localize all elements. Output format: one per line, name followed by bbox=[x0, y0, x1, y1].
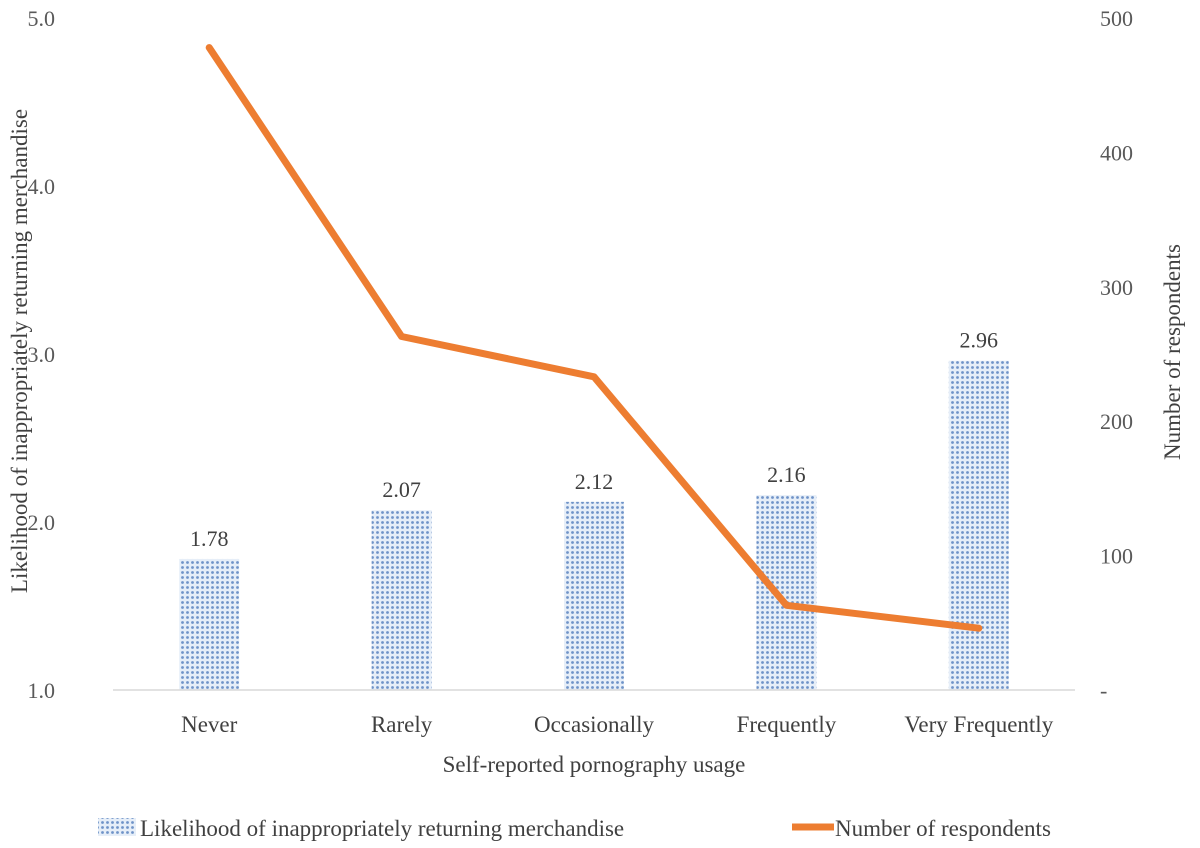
bar-3 bbox=[756, 495, 817, 690]
x-axis-title: Self-reported pornography usage bbox=[443, 752, 746, 777]
legend: Likelihood of inappropriately returning … bbox=[98, 816, 1051, 841]
y2-tick-label: 300 bbox=[1100, 275, 1133, 300]
bar-value-label: 2.16 bbox=[767, 462, 806, 487]
y2-axis-title: Number of respondents bbox=[1160, 244, 1185, 460]
category-label: Frequently bbox=[737, 712, 837, 737]
right-axis-ticks: - 100 200 300 400 500 bbox=[1100, 6, 1133, 703]
category-label: Never bbox=[181, 712, 238, 737]
bar-value-label: 2.96 bbox=[960, 328, 999, 353]
line-layer bbox=[205, 44, 983, 632]
bar-4 bbox=[948, 360, 1009, 690]
bar-1 bbox=[371, 510, 432, 690]
bar-value-label: 2.07 bbox=[382, 477, 421, 502]
y2-tick-label: 200 bbox=[1100, 409, 1133, 434]
legend-line-label: Number of respondents bbox=[835, 816, 1051, 841]
y-tick-label: 2.0 bbox=[28, 510, 56, 535]
y-tick-label: 3.0 bbox=[28, 342, 56, 367]
y-tick-label: 5.0 bbox=[28, 6, 56, 31]
category-label: Occasionally bbox=[534, 712, 655, 737]
legend-bar-swatch bbox=[98, 818, 136, 836]
y2-tick-label: 100 bbox=[1100, 544, 1133, 569]
bar-0 bbox=[179, 558, 240, 690]
category-label: Rarely bbox=[371, 712, 433, 737]
y-axis-title: Likelihood of inappropriately returning … bbox=[7, 109, 32, 593]
category-labels: Never Rarely Occasionally Frequently Very Fr… bbox=[181, 712, 1054, 737]
bars-layer bbox=[179, 360, 1009, 690]
legend-bar-label: Likelihood of inappropriately returning … bbox=[140, 816, 624, 841]
y-tick-label: 4.0 bbox=[28, 174, 56, 199]
category-label: Very Frequently bbox=[904, 712, 1053, 737]
bar-value-label: 2.12 bbox=[575, 469, 614, 494]
y2-tick-label: 500 bbox=[1100, 6, 1133, 31]
data-labels: 1.78 2.07 2.12 2.16 2.96 bbox=[190, 328, 998, 551]
left-axis-ticks: 1.0 2.0 3.0 4.0 5.0 bbox=[28, 6, 56, 703]
bar-2 bbox=[564, 501, 624, 690]
y2-tick-label: - bbox=[1100, 678, 1107, 703]
y-tick-label: 1.0 bbox=[28, 678, 56, 703]
bar-value-label: 1.78 bbox=[190, 526, 229, 551]
y2-tick-label: 400 bbox=[1100, 140, 1133, 165]
